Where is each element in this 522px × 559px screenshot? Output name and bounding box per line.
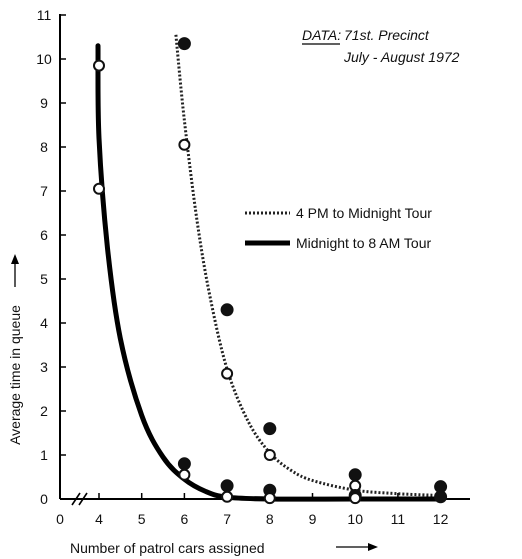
x-tick-label: 9 [309,511,317,527]
model-point [349,492,362,505]
y-tick-label: 8 [40,139,48,155]
annotation-label: DATA: [302,27,341,43]
legend-label-evening: 4 PM to Midnight Tour [296,205,432,221]
curve-midnight-to-8am [95,43,444,502]
y-tick-label: 2 [40,403,48,419]
y-tick-label: 11 [37,7,52,23]
x-tick-label: 0 [56,511,64,527]
annotation-line-1: 71st. Precinct [344,27,430,43]
x-axis-arrow [336,543,378,551]
x-tick-label: 8 [266,511,274,527]
y-tick-label: 4 [40,315,48,331]
observed-point [220,303,234,317]
x-axis-title: Number of patrol cars assigned [70,540,265,556]
x-tick-label: 5 [138,511,146,527]
observed-point [348,468,362,482]
y-axis-ticks: 0 1 2 3 4 5 6 7 8 9 10 11 [36,7,66,507]
y-tick-label: 7 [40,183,48,199]
model-point [263,449,276,461]
observed-point [263,422,277,436]
observed-point [220,479,234,493]
observed-point [434,490,448,504]
x-tick-label: 11 [391,511,406,527]
model-point [263,492,276,505]
data-points [93,37,448,505]
y-axis-arrow [11,254,19,287]
curve-4pm-to-midnight [174,34,441,497]
model-point [221,367,234,380]
x-tick-label: 6 [181,511,189,527]
x-tick-label: 12 [433,511,449,527]
model-point [93,182,105,195]
model-point [93,59,105,72]
observed-point [177,457,191,471]
model-point [221,490,234,503]
y-tick-label: 3 [40,359,48,375]
y-tick-label: 10 [36,51,52,67]
y-tick-label: 1 [40,447,48,463]
axis-break-marker [71,492,88,506]
legend-label-night: Midnight to 8 AM Tour [296,235,431,251]
observed-point [177,37,191,51]
y-tick-label: 9 [40,95,48,111]
data-source-annotation: DATA: 71st. Precinct July - August 1972 [302,27,460,65]
legend: 4 PM to Midnight Tour Midnight to 8 AM T… [245,205,432,251]
x-axis-ticks: 0 4 5 6 7 8 9 10 11 12 [56,493,449,527]
annotation-line-2: July - August 1972 [343,49,460,65]
x-tick-label: 4 [95,511,103,527]
y-tick-label: 5 [40,271,48,287]
x-tick-label: 10 [347,511,363,527]
x-tick-label: 7 [223,511,231,527]
y-tick-label: 6 [40,227,48,243]
y-tick-label: 0 [40,491,48,507]
y-axis-title: Average time in queue [7,305,23,445]
model-point [178,138,191,151]
model-point [178,468,191,481]
